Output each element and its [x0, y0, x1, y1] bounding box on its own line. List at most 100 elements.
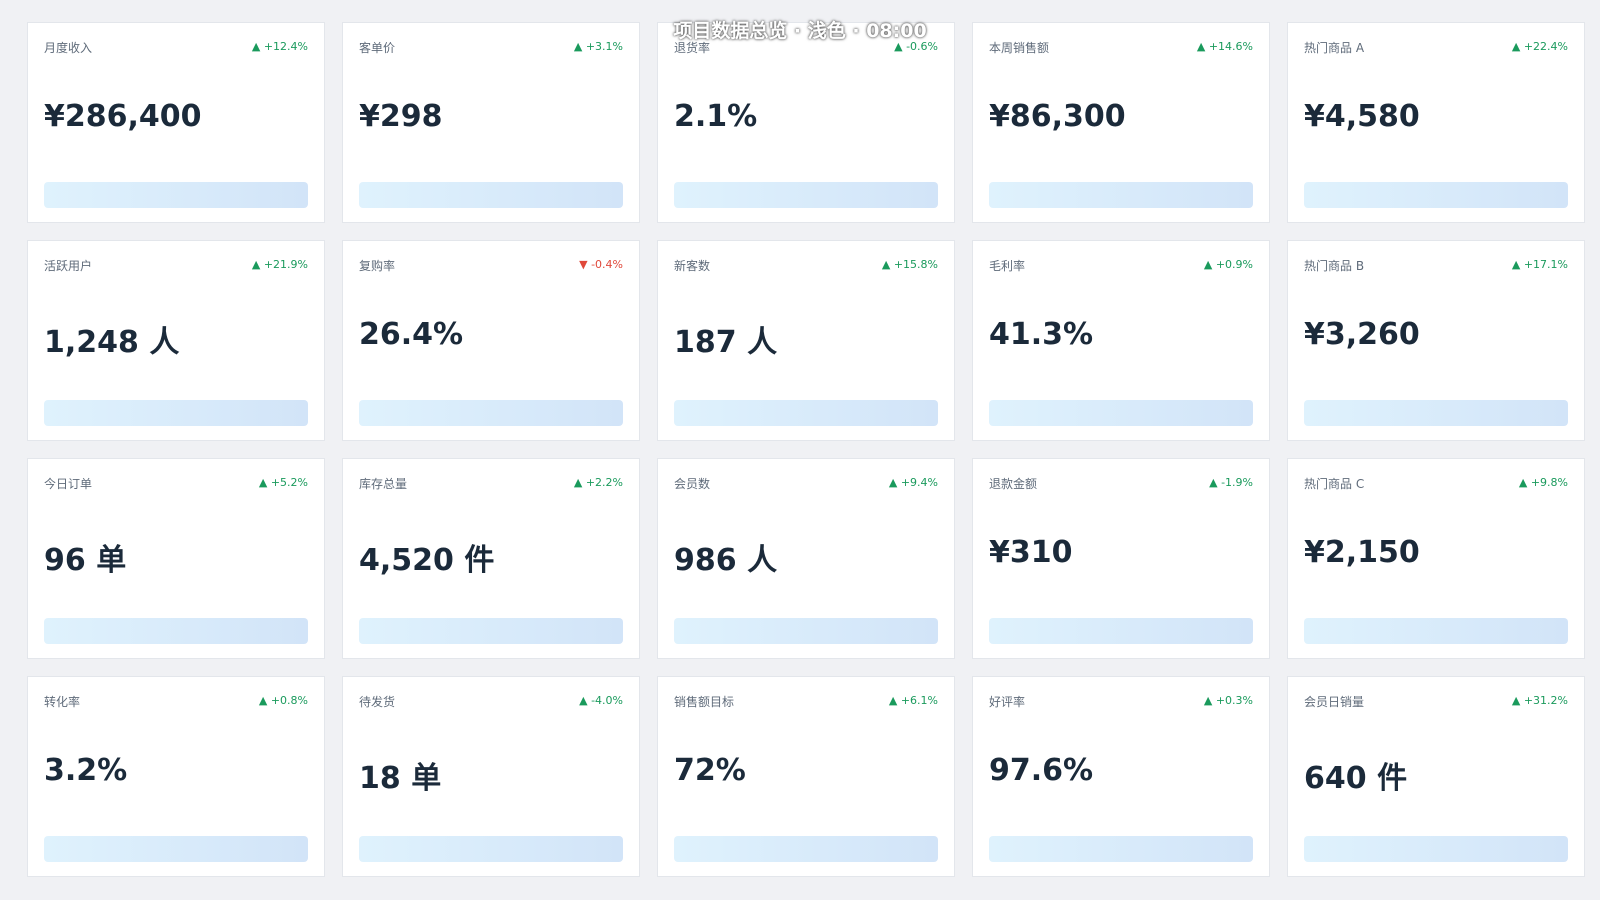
kpi-label: 活跃用户	[44, 259, 93, 273]
kpi-bar	[44, 618, 308, 644]
kpi-delta: ▲ +9.8%	[1518, 476, 1568, 489]
kpi-value: ¥3,260	[1304, 317, 1420, 352]
kpi-value: 96 单	[44, 543, 127, 578]
kpi-card: 会员数 ▲ +9.4% 986 人	[657, 458, 955, 659]
kpi-value: 187 人	[674, 325, 778, 360]
kpi-label: 热门商品 A	[1304, 41, 1365, 55]
kpi-card: 毛利率 ▲ +0.9% 41.3%	[972, 240, 1270, 441]
kpi-bar	[359, 400, 623, 426]
kpi-delta: ▲ -0.6%	[894, 40, 938, 53]
kpi-value: 2.1%	[674, 99, 758, 134]
kpi-value: 986 人	[674, 543, 778, 578]
kpi-card: 退货率 ▲ -0.6% 2.1%	[657, 22, 955, 223]
kpi-card: 热门商品 A ▲ +22.4% ¥4,580	[1287, 22, 1585, 223]
kpi-card: 转化率 ▲ +0.8% 3.2%	[27, 676, 325, 877]
kpi-delta: ▲ +6.1%	[888, 694, 938, 707]
kpi-card: 本周销售额 ▲ +14.6% ¥86,300	[972, 22, 1270, 223]
kpi-card: 今日订单 ▲ +5.2% 96 单	[27, 458, 325, 659]
kpi-delta: ▲ +2.2%	[573, 476, 623, 489]
kpi-bar	[674, 836, 938, 862]
kpi-bar	[674, 182, 938, 208]
kpi-card: 退款金额 ▲ -1.9% ¥310	[972, 458, 1270, 659]
kpi-bar	[359, 182, 623, 208]
kpi-card: 销售额目标 ▲ +6.1% 72%	[657, 676, 955, 877]
kpi-delta: ▲ +14.6%	[1196, 40, 1253, 53]
kpi-label: 热门商品 C	[1304, 477, 1365, 491]
kpi-value: 72%	[674, 753, 746, 788]
kpi-value: 4,520 件	[359, 543, 495, 578]
kpi-value: 97.6%	[989, 753, 1094, 788]
kpi-card: 待发货 ▲ -4.0% 18 单	[342, 676, 640, 877]
kpi-label: 客单价	[359, 41, 396, 55]
kpi-delta: ▲ +0.8%	[258, 694, 308, 707]
kpi-delta: ▲ -4.0%	[579, 694, 623, 707]
kpi-delta: ▲ -1.9%	[1209, 476, 1253, 489]
kpi-value: ¥2,150	[1304, 535, 1420, 570]
kpi-bar	[44, 836, 308, 862]
kpi-delta: ▲ +21.9%	[251, 258, 308, 271]
kpi-label: 退货率	[674, 41, 711, 55]
kpi-bar	[359, 836, 623, 862]
kpi-label: 会员数	[674, 477, 711, 491]
kpi-bar	[674, 400, 938, 426]
kpi-card: 热门商品 C ▲ +9.8% ¥2,150	[1287, 458, 1585, 659]
kpi-label: 会员日销量	[1304, 695, 1365, 709]
kpi-card: 活跃用户 ▲ +21.9% 1,248 人	[27, 240, 325, 441]
kpi-bar	[359, 618, 623, 644]
kpi-value: 26.4%	[359, 317, 464, 352]
kpi-delta: ▲ +31.2%	[1511, 694, 1568, 707]
kpi-label: 待发货	[359, 695, 396, 709]
kpi-value: 18 单	[359, 761, 442, 796]
kpi-bar	[989, 182, 1253, 208]
kpi-label: 好评率	[989, 695, 1026, 709]
kpi-value: 1,248 人	[44, 325, 180, 360]
kpi-bar	[989, 400, 1253, 426]
kpi-card: 热门商品 B ▲ +17.1% ¥3,260	[1287, 240, 1585, 441]
page-title: 项目数据总览 · 浅色 · 08:00	[673, 20, 927, 42]
kpi-value: ¥298	[359, 99, 443, 134]
kpi-value: ¥86,300	[989, 99, 1126, 134]
kpi-bar	[674, 618, 938, 644]
kpi-delta: ▲ +0.3%	[1203, 694, 1253, 707]
kpi-value: 640 件	[1304, 761, 1408, 796]
kpi-card: 月度收入 ▲ +12.4% ¥286,400	[27, 22, 325, 223]
kpi-delta: ▲ +12.4%	[251, 40, 308, 53]
kpi-bar	[1304, 400, 1568, 426]
kpi-card: 库存总量 ▲ +2.2% 4,520 件	[342, 458, 640, 659]
kpi-label: 新客数	[674, 259, 711, 273]
kpi-bar	[1304, 618, 1568, 644]
kpi-bar	[44, 182, 308, 208]
kpi-label: 毛利率	[989, 259, 1026, 273]
kpi-card: 客单价 ▲ +3.1% ¥298	[342, 22, 640, 223]
kpi-delta: ▲ +22.4%	[1511, 40, 1568, 53]
card-grid: 月度收入 ▲ +12.4% ¥286,400 客单价 ▲ +3.1% ¥298 退货率 ▲ -…	[27, 22, 1585, 877]
kpi-label: 转化率	[44, 695, 81, 709]
kpi-delta: ▲ +9.4%	[888, 476, 938, 489]
kpi-value: 3.2%	[44, 753, 128, 788]
kpi-label: 库存总量	[359, 477, 408, 491]
kpi-bar	[1304, 836, 1568, 862]
kpi-card: 好评率 ▲ +0.3% 97.6%	[972, 676, 1270, 877]
kpi-label: 热门商品 B	[1304, 259, 1365, 273]
kpi-card: 会员日销量 ▲ +31.2% 640 件	[1287, 676, 1585, 877]
kpi-delta: ▲ +17.1%	[1511, 258, 1568, 271]
kpi-label: 本周销售额	[989, 41, 1050, 55]
kpi-delta: ▲ +3.1%	[573, 40, 623, 53]
kpi-value: ¥4,580	[1304, 99, 1420, 134]
kpi-bar	[989, 618, 1253, 644]
kpi-label: 销售额目标	[674, 695, 735, 709]
kpi-delta: ▲ +0.9%	[1203, 258, 1253, 271]
kpi-bar	[44, 400, 308, 426]
kpi-card: 新客数 ▲ +15.8% 187 人	[657, 240, 955, 441]
kpi-bar	[1304, 182, 1568, 208]
kpi-bar	[989, 836, 1253, 862]
kpi-delta: ▼ -0.4%	[579, 258, 623, 271]
kpi-label: 复购率	[359, 259, 396, 273]
kpi-delta: ▲ +5.2%	[258, 476, 308, 489]
kpi-label: 退款金额	[989, 477, 1038, 491]
kpi-card: 复购率 ▼ -0.4% 26.4%	[342, 240, 640, 441]
kpi-value: 41.3%	[989, 317, 1094, 352]
kpi-delta: ▲ +15.8%	[881, 258, 938, 271]
kpi-value: ¥286,400	[44, 99, 202, 134]
